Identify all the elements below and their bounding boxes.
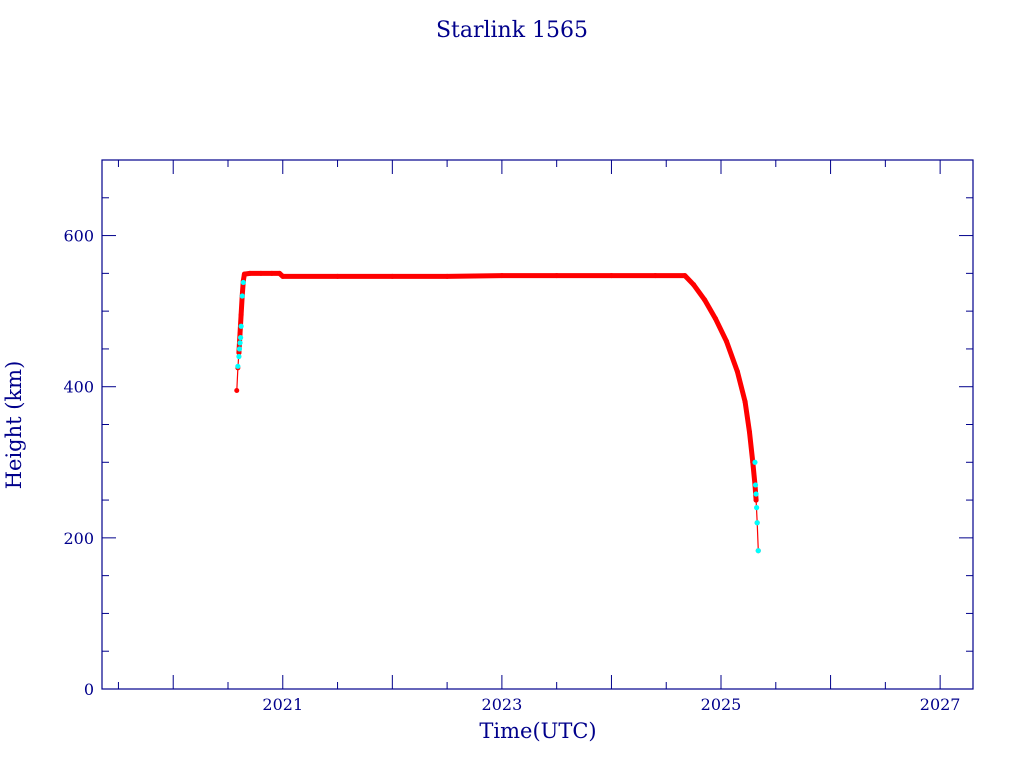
series-marker-point: [754, 505, 760, 511]
series-line-thin: [236, 272, 759, 551]
series-line-main: [236, 270, 759, 503]
y-tick-label: 200: [63, 529, 94, 548]
series-marker-point: [239, 293, 245, 299]
series-point: [608, 273, 614, 279]
series-point: [269, 270, 275, 276]
series-point: [734, 369, 740, 375]
series-point: [237, 331, 243, 337]
series-marker-point: [236, 353, 242, 360]
y-tick-label: 0: [84, 680, 94, 699]
series-point: [234, 387, 240, 393]
series-point: [444, 273, 450, 279]
series-point: [723, 338, 729, 344]
series-point: [236, 350, 242, 356]
series-point: [753, 497, 759, 503]
series-marker-point: [237, 340, 243, 346]
series-marker-point: [754, 520, 760, 526]
series-point: [713, 316, 719, 322]
series-marker-point: [235, 363, 241, 369]
series-point: [280, 273, 286, 279]
series-marker-point: [753, 491, 759, 497]
series-layer: [234, 270, 761, 554]
series-point: [499, 273, 505, 279]
series-point: [241, 271, 247, 277]
x-tick-label: 2027: [920, 695, 961, 714]
y-tick-label: 400: [63, 378, 94, 397]
y-axis-ticks: 0 200 400 600: [63, 159, 973, 699]
y-tick-label: 600: [63, 227, 94, 246]
series-marker-point: [237, 334, 244, 341]
x-tick-label: 2025: [701, 695, 742, 714]
series-point: [702, 297, 708, 303]
series-point: [554, 273, 560, 279]
x-tick-label: 2021: [262, 695, 303, 714]
series-point: [691, 282, 697, 288]
series-point: [238, 312, 244, 318]
series-marker-point: [755, 548, 761, 554]
series-point: [389, 273, 395, 279]
plot-frame: [101, 159, 974, 690]
series-point: [742, 399, 748, 405]
series-point: [652, 273, 658, 279]
series-point: [746, 429, 752, 435]
x-axis-label: Time(UTC): [479, 719, 596, 743]
chart-title: Starlink 1565: [436, 18, 588, 43]
x-tick-label: 2023: [482, 695, 523, 714]
series-marker-point: [752, 459, 758, 465]
series-marker-point: [752, 482, 759, 488]
series-point: [682, 273, 688, 279]
series-marker-point: [240, 279, 246, 286]
x-axis-ticks: 2021 2023 2025 2027: [117, 160, 961, 714]
series-point: [258, 270, 264, 276]
series-marker-point: [236, 346, 243, 352]
series-point: [335, 273, 341, 279]
y-axis-label: Height (km): [2, 361, 26, 490]
series-point: [247, 270, 253, 276]
series-point: [276, 270, 282, 276]
series-marker-point: [238, 323, 244, 329]
